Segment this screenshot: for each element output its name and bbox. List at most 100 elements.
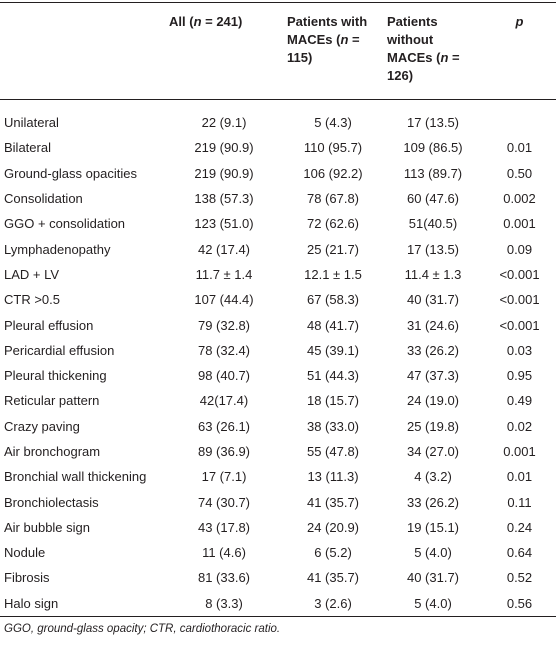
cell: 0.02 (506, 418, 533, 434)
cell: 11.7 ± 1.4 (195, 266, 253, 282)
cell: 51(40.5) (408, 216, 458, 232)
cell: 12.1 ± 1.5 (304, 266, 362, 282)
cell: 42(17.4) (199, 393, 249, 409)
row-label: Ground-glass opacities (4, 165, 137, 181)
cell: 40 (31.7) (406, 570, 460, 586)
cell: 40 (31.7) (406, 292, 460, 308)
cell: 81 (33.6) (197, 570, 251, 586)
row-label: GGO + consolidation (4, 216, 126, 232)
header-cell: All (n = 241) (165, 3, 283, 100)
cell: 219 (90.9) (194, 165, 254, 181)
cell: 8 (3.3) (205, 595, 243, 611)
table-row: Crazy paving 63 (26.1) 38 (33.0) 25 (19.8) 0… (0, 414, 556, 439)
cell: 18 (15.7) (306, 393, 360, 409)
header-text: Patients with MACEs ( (287, 14, 368, 47)
table-row: GGO + consolidation 123 (51.0) 72 (62.6) 51… (0, 211, 556, 236)
cell: 48 (41.7) (306, 317, 360, 333)
header-text: = 126) (387, 50, 460, 83)
table-row: CTR >0.5 107 (44.4) 67 (58.3) 40 (31.7) <0.0… (0, 287, 556, 312)
cell: 72 (62.6) (306, 216, 360, 232)
cell: 33 (26.2) (406, 342, 460, 358)
table-row: Reticular pattern 42(17.4) 18 (15.7) 24 (19… (0, 388, 556, 413)
header-text: = 115) (287, 32, 360, 65)
cell: 11.4 ± 1.3 (404, 266, 462, 282)
cell: 41 (35.7) (306, 494, 360, 510)
cell: <0.001 (499, 317, 540, 333)
cell: 11 (4.6) (202, 545, 246, 561)
cell: <0.001 (499, 292, 540, 308)
table-row: Air bronchogram 89 (36.9) 55 (47.8) 34 (27.… (0, 439, 556, 464)
cell: 17 (7.1) (201, 469, 247, 485)
cell: 24 (20.9) (306, 519, 360, 535)
header-text: n (340, 32, 349, 47)
cell: 47 (37.3) (406, 368, 460, 384)
cell: 42 (17.4) (197, 241, 251, 257)
cell: 25 (19.8) (406, 418, 460, 434)
cell: 3 (2.6) (314, 595, 352, 611)
cell: 17 (13.5) (406, 241, 460, 257)
row-label: Halo sign (4, 595, 59, 611)
cell: 67 (58.3) (306, 292, 360, 308)
table-row: Consolidation 138 (57.3) 78 (67.8) 60 (47.6… (0, 186, 556, 211)
row-label: Fibrosis (4, 570, 50, 586)
table-row: Air bubble sign 43 (17.8) 24 (20.9) 19 (15.… (0, 515, 556, 540)
cell: 22 (9.1) (201, 115, 247, 131)
cell: 13 (11.3) (307, 469, 359, 485)
cell: 6 (5.2) (314, 545, 352, 561)
table-row: Pericardial effusion 78 (32.4) 45 (39.1) 33… (0, 338, 556, 363)
cell (483, 100, 556, 136)
cell: 43 (17.8) (197, 519, 251, 535)
cell: 0.001 (503, 444, 536, 459)
cell: 106 (92.2) (303, 165, 363, 181)
cell: 123 (51.0) (194, 216, 254, 232)
cell: 109 (86.5) (403, 140, 463, 156)
header-text: Patients without MACEs ( (387, 14, 441, 65)
header-cell: Patients with MACEs (n = 115) (283, 3, 383, 100)
table-body: Unilateral 22 (9.1) 5 (4.3) 17 (13.5) Bilate… (0, 100, 556, 617)
cell: 0.95 (506, 368, 533, 384)
cell: 0.001 (503, 216, 536, 232)
row-label: Bilateral (4, 140, 51, 156)
header-text: = 241) (201, 14, 243, 29)
row-label: Bronchiolectasis (4, 494, 99, 510)
cell: 24 (19.0) (406, 393, 460, 409)
cell: 0.50 (506, 165, 533, 181)
data-table: All (n = 241) Patients with MACEs (n = 11… (0, 2, 556, 617)
row-label: Reticular pattern (4, 393, 100, 409)
cell: 110 (95.7) (303, 140, 363, 156)
cell: 0.64 (506, 545, 533, 561)
row-label: Pericardial effusion (4, 342, 115, 358)
table-row: Pleural effusion 79 (32.8) 48 (41.7) 31 (24… (0, 312, 556, 337)
row-label: Crazy paving (4, 418, 80, 434)
row-label: Air bubble sign (4, 519, 90, 535)
cell: 107 (44.4) (194, 292, 254, 308)
row-label: Lymphadenopathy (4, 241, 111, 257)
cell: 98 (40.7) (197, 368, 251, 384)
cell: 79 (32.8) (197, 317, 251, 333)
cell: 74 (30.7) (197, 494, 251, 510)
cell: 5 (4.0) (414, 595, 452, 611)
header-text: All ( (169, 14, 194, 29)
cell: 19 (15.1) (406, 519, 460, 535)
header-text: n (440, 50, 449, 65)
header-cell (0, 3, 165, 100)
table-row: Bilateral 219 (90.9) 110 (95.7) 109 (86.5) 0… (0, 135, 556, 160)
row-label: CTR >0.5 (4, 292, 60, 308)
table-row: Nodule 11 (4.6) 6 (5.2) 5 (4.0) 0.64 (0, 540, 556, 565)
cell: 41 (35.7) (306, 570, 360, 586)
cell: 63 (26.1) (197, 418, 251, 434)
cell: 219 (90.9) (194, 140, 254, 156)
cell: 89 (36.9) (197, 444, 251, 459)
cell: 38 (33.0) (306, 418, 360, 434)
cell: 78 (32.4) (197, 342, 251, 358)
row-label: Consolidation (4, 191, 83, 207)
cell: 45 (39.1) (306, 342, 360, 358)
table-row: LAD + LV 11.7 ± 1.4 12.1 ± 1.5 11.4 ± 1.3 <0… (0, 262, 556, 287)
header-text: n (193, 14, 202, 29)
cell: 31 (24.6) (406, 317, 460, 333)
cell: 0.002 (503, 191, 536, 207)
cell: 0.24 (506, 519, 533, 535)
cell: <0.001 (499, 266, 540, 282)
table-row: Halo sign 8 (3.3) 3 (2.6) 5 (4.0) 0.56 (0, 591, 556, 617)
